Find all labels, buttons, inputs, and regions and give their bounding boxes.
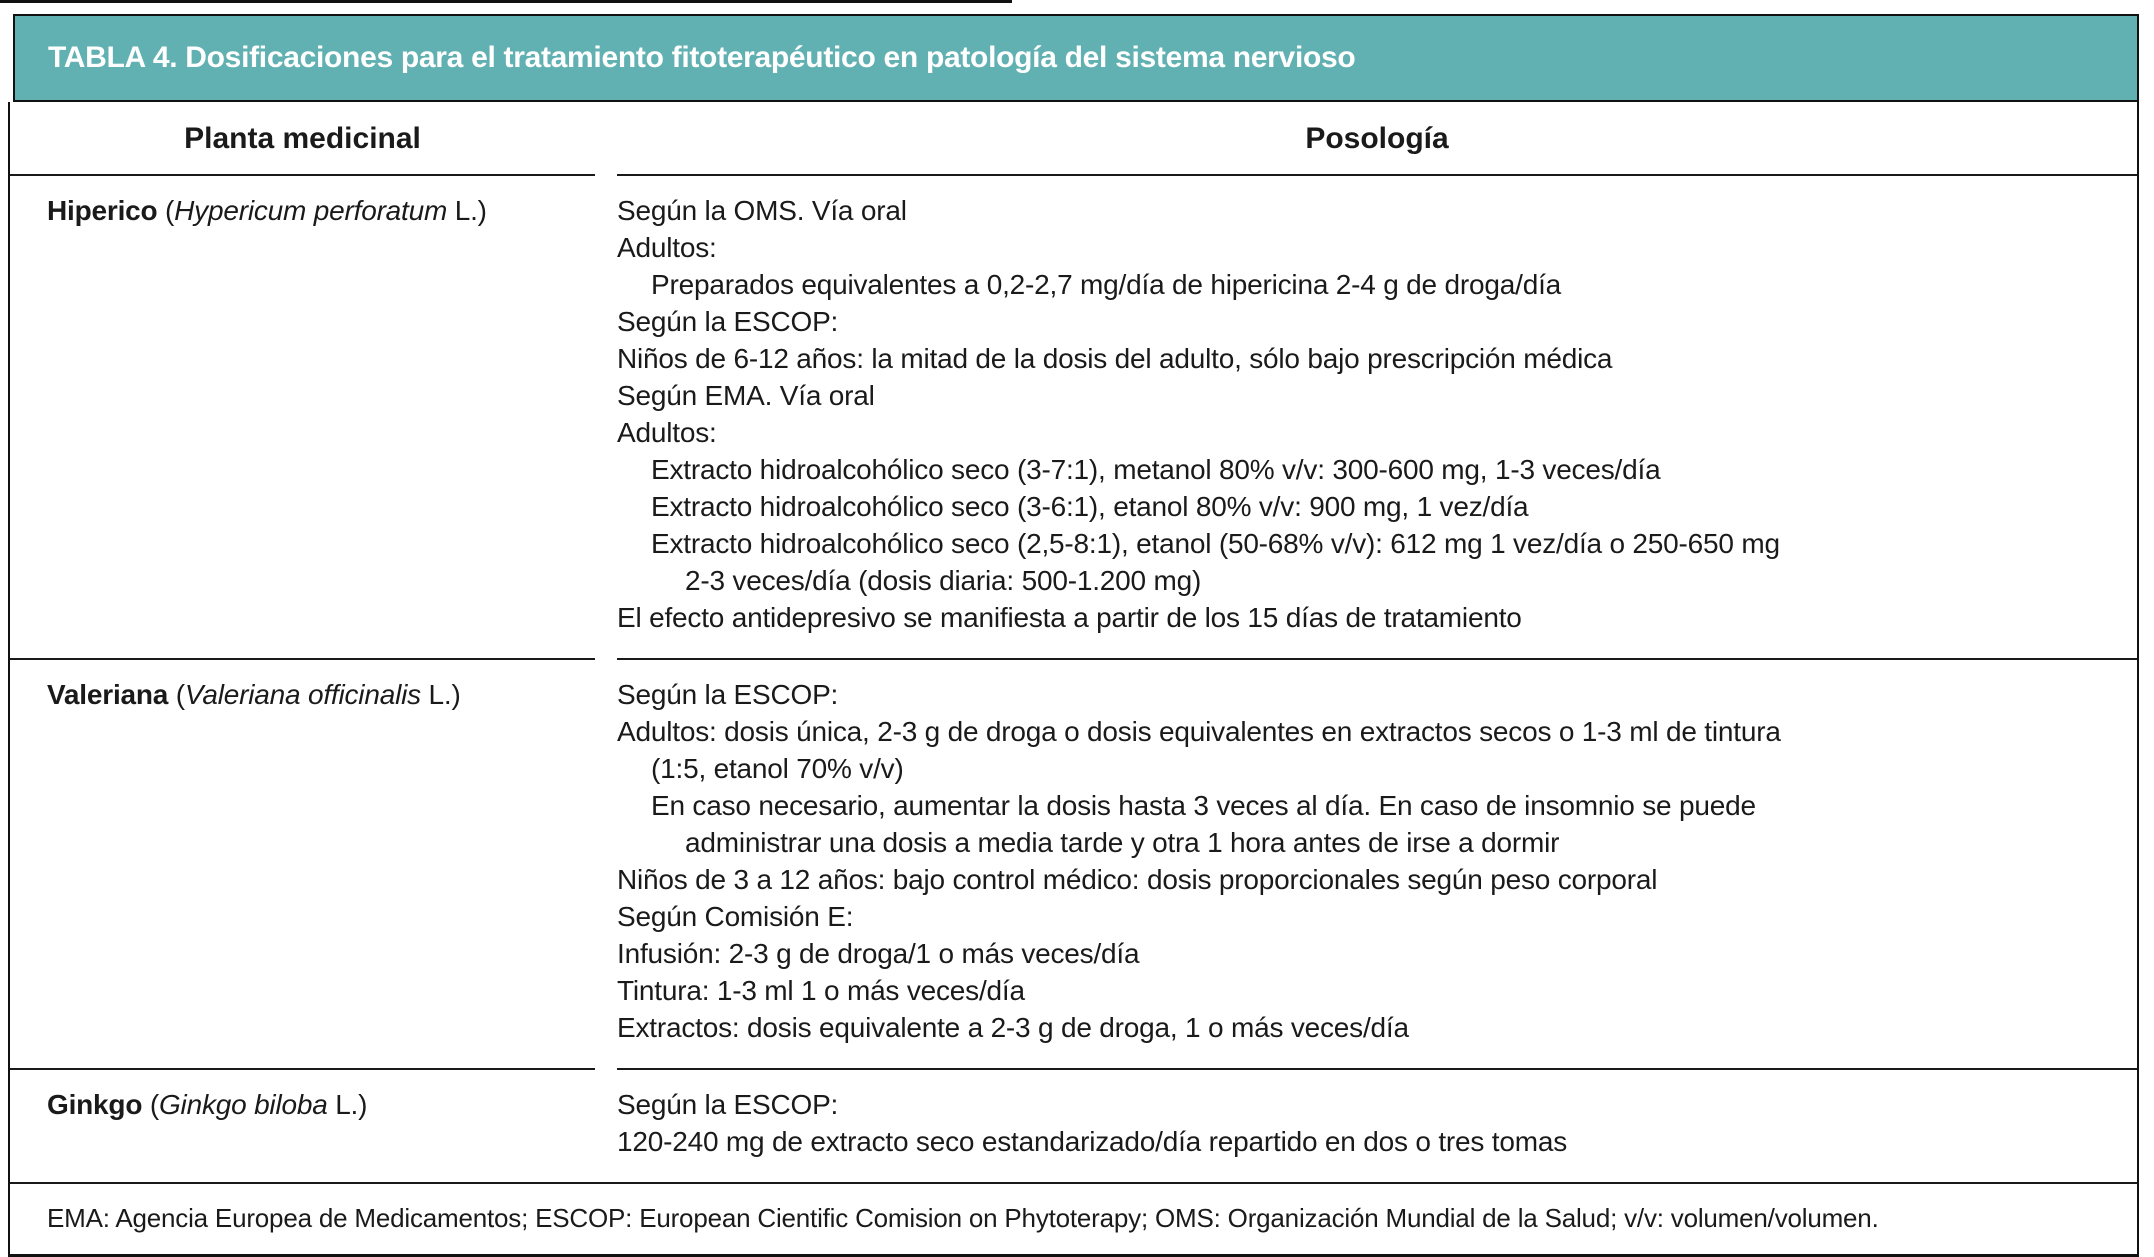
- table-footnote: EMA: Agencia Europea de Medicamentos; ES…: [10, 1182, 2137, 1254]
- posology-line: El efecto antidepresivo se manifiesta a …: [617, 602, 1522, 633]
- table-row-valeriana-plant: Valeriana (Valeriana officinalis L.): [10, 658, 595, 1068]
- posology-line: Extractos: dosis equivalente a 2-3 g de …: [617, 1012, 1409, 1043]
- posology-line: Extracto hidroalcohólico seco (3-7:1), m…: [651, 454, 1661, 485]
- plant-species: Valeriana officinalis: [184, 679, 421, 710]
- table-row-valeriana-dosage: Según la ESCOP: Adultos: dosis única, 2-3…: [617, 658, 2137, 1068]
- table-row-ginkgo-plant: Ginkgo (Ginkgo biloba L.): [10, 1068, 595, 1182]
- plant-species: Ginkgo biloba: [158, 1089, 328, 1120]
- posology-line: En caso necesario, aumentar la dosis has…: [651, 790, 1756, 821]
- plant-name: Hiperico: [47, 195, 158, 226]
- posology-line: Según EMA. Vía oral: [617, 380, 875, 411]
- table-row-ginkgo-dosage: Según la ESCOP: 120-240 mg de extracto se…: [617, 1068, 2137, 1182]
- plant-sep: (: [157, 195, 175, 226]
- table-title: TABLA 4. Dosificaciones para el tratamie…: [48, 41, 1356, 74]
- posology-line: Preparados equivalentes a 0,2-2,7 mg/día…: [651, 269, 1562, 300]
- column-header-dosage: Posología: [1305, 122, 1449, 155]
- posology-line: Tintura: 1-3 ml 1 o más veces/día: [617, 975, 1025, 1006]
- plant-sep: (: [142, 1089, 159, 1120]
- plant-suffix: L.): [447, 195, 487, 226]
- table-row-hiperico-dosage: Según la OMS. Vía oral Adultos: Preparados…: [617, 174, 2137, 658]
- posology-line: Adultos:: [617, 417, 717, 448]
- posology-line: Según la ESCOP:: [617, 1089, 839, 1120]
- posology-line: Niños de 3 a 12 años: bajo control médic…: [617, 864, 1658, 895]
- posology-line: Extracto hidroalcohólico seco (3-6:1), e…: [651, 491, 1529, 522]
- column-header-plant: Planta medicinal: [184, 122, 421, 155]
- posology-line: Infusión: 2-3 g de droga/1 o más veces/d…: [617, 938, 1140, 969]
- table-frame: Planta medicinal Posología Hiperico (Hyp…: [8, 102, 2139, 1257]
- plant-suffix: L.): [327, 1089, 368, 1120]
- plant-sep: (: [168, 679, 185, 710]
- plant-name: Ginkgo: [47, 1089, 143, 1120]
- table-row-hiperico-plant: Hiperico (Hypericum perforatum L.): [10, 174, 595, 658]
- page-top-rule: [0, 0, 1012, 3]
- posology-line: 2-3 veces/día (dosis diaria: 500-1.200 m…: [685, 565, 1202, 596]
- posology-line: 120-240 mg de extracto seco estandarizad…: [617, 1126, 1568, 1157]
- posology-line: Según la ESCOP:: [617, 679, 839, 710]
- plant-species: Hypericum perforatum: [174, 195, 448, 226]
- table-title-bar: TABLA 4. Dosificaciones para el tratamie…: [13, 14, 2139, 102]
- posology-line: Niños de 6-12 años: la mitad de la dosis…: [617, 343, 1613, 374]
- posology-line: Según Comisión E:: [617, 901, 854, 932]
- posology-line: administrar una dosis a media tarde y ot…: [685, 827, 1560, 858]
- posology-line: Según la ESCOP:: [617, 306, 839, 337]
- plant-name: Valeriana: [47, 679, 169, 710]
- plant-suffix: L.): [420, 679, 461, 710]
- dosage-table: Planta medicinal Posología Hiperico (Hyp…: [10, 102, 2137, 1254]
- posology-line: (1:5, etanol 70% v/v): [651, 753, 904, 784]
- posology-line: Extracto hidroalcohólico seco (2,5-8:1),…: [651, 528, 1780, 559]
- posology-line: Adultos: dosis única, 2-3 g de droga o d…: [617, 716, 1781, 747]
- posology-line: Adultos:: [617, 232, 717, 263]
- posology-line: Según la OMS. Vía oral: [617, 195, 907, 226]
